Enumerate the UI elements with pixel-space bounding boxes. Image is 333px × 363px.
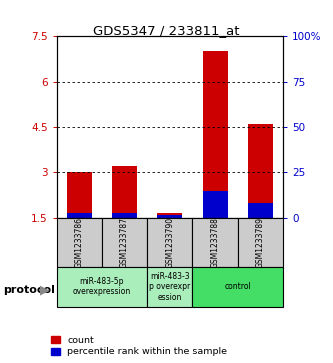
Text: control: control: [224, 282, 251, 291]
Bar: [248, 203, 273, 218]
Bar: [67, 172, 92, 218]
Bar: [112, 166, 137, 218]
Text: GSM1233790: GSM1233790: [165, 217, 174, 268]
Bar: [203, 52, 227, 218]
Bar: [147, 218, 192, 267]
Text: miR-483-3
p overexpr
ession: miR-483-3 p overexpr ession: [149, 272, 190, 302]
Bar: [67, 213, 92, 218]
Bar: [147, 267, 192, 307]
Bar: [57, 218, 102, 267]
Bar: [158, 215, 182, 218]
Text: ▶: ▶: [40, 284, 50, 297]
Text: miR-483-5p
overexpression: miR-483-5p overexpression: [73, 277, 131, 297]
Bar: [57, 267, 147, 307]
Bar: [248, 124, 273, 218]
Bar: [192, 267, 283, 307]
Text: GSM1233788: GSM1233788: [210, 217, 220, 268]
Bar: [238, 218, 283, 267]
Text: GDS5347 / 233811_at: GDS5347 / 233811_at: [93, 24, 240, 37]
Text: GSM1233786: GSM1233786: [75, 217, 84, 268]
Bar: [102, 218, 147, 267]
Bar: [203, 191, 227, 218]
Bar: [158, 213, 182, 218]
Text: GSM1233787: GSM1233787: [120, 217, 129, 268]
Bar: [112, 213, 137, 218]
Bar: [192, 218, 238, 267]
Legend: count, percentile rank within the sample: count, percentile rank within the sample: [51, 336, 227, 356]
Text: protocol: protocol: [3, 285, 55, 295]
Text: GSM1233789: GSM1233789: [256, 217, 265, 268]
